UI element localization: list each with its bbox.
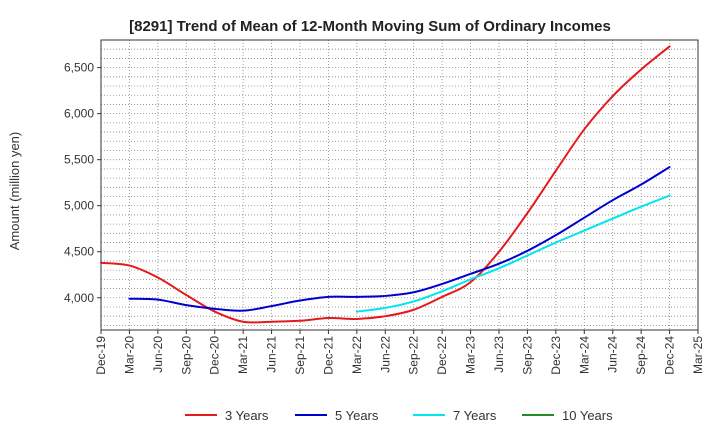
series-lines bbox=[100, 45, 671, 324]
x-tick-label: Dec-24 bbox=[663, 336, 677, 375]
legend-item-10-years: 10 Years bbox=[522, 408, 613, 423]
x-tick-label: Sep-22 bbox=[407, 336, 421, 375]
x-tick-label: Dec-23 bbox=[549, 336, 563, 375]
y-tick-label: 6,500 bbox=[64, 61, 94, 75]
y-axis: 4,000 4,500 5,000 5,500 6,000 6,500 bbox=[64, 61, 101, 305]
x-tick-label: Sep-23 bbox=[520, 336, 534, 375]
series-line-7-years bbox=[355, 194, 671, 313]
legend-label: 10 Years bbox=[562, 408, 613, 423]
y-tick-label: 5,500 bbox=[64, 153, 94, 167]
x-tick-label: Sep-24 bbox=[634, 336, 648, 375]
plot-frame bbox=[100, 39, 699, 331]
x-tick-label: Mar-25 bbox=[691, 336, 705, 374]
y-tick-label: 5,000 bbox=[64, 199, 94, 213]
x-tick-label: Mar-23 bbox=[464, 336, 478, 374]
x-tick-label: Dec-22 bbox=[435, 336, 449, 375]
x-axis: Dec-19 Mar-20 Jun-20 Sep-20 Dec-20 Mar-21 Jun-… bbox=[94, 330, 705, 375]
y-tick-label: 6,000 bbox=[64, 107, 94, 121]
series-line-5-years bbox=[128, 166, 671, 312]
legend-item-5-years: 5 Years bbox=[295, 408, 379, 423]
legend: 3 Years 5 Years 7 Years 10 Years bbox=[185, 408, 613, 423]
legend-label: 7 Years bbox=[453, 408, 497, 423]
x-tick-label: Dec-21 bbox=[321, 336, 335, 375]
series-line-3-years bbox=[100, 45, 671, 324]
x-tick-label: Mar-21 bbox=[236, 336, 250, 374]
x-tick-label: Jun-22 bbox=[378, 336, 392, 373]
x-tick-label: Dec-19 bbox=[94, 336, 108, 375]
gridlines bbox=[100, 39, 699, 330]
legend-label: 5 Years bbox=[335, 408, 379, 423]
x-tick-label: Jun-23 bbox=[492, 336, 506, 373]
x-tick-label: Jun-24 bbox=[606, 336, 620, 373]
legend-item-7-years: 7 Years bbox=[413, 408, 497, 423]
x-tick-label: Mar-24 bbox=[577, 336, 591, 374]
y-tick-label: 4,000 bbox=[64, 291, 94, 305]
x-tick-label: Mar-22 bbox=[350, 336, 364, 374]
x-tick-label: Sep-20 bbox=[179, 336, 193, 375]
x-tick-label: Jun-20 bbox=[151, 336, 165, 373]
legend-label: 3 Years bbox=[225, 408, 269, 423]
x-tick-label: Dec-20 bbox=[208, 336, 222, 375]
legend-item-3-years: 3 Years bbox=[185, 408, 269, 423]
y-tick-label: 4,500 bbox=[64, 245, 94, 259]
x-tick-label: Sep-21 bbox=[293, 336, 307, 375]
plot-border bbox=[100, 39, 699, 331]
x-tick-label: Mar-20 bbox=[122, 336, 136, 374]
y-axis-label: Amount (million yen) bbox=[7, 132, 22, 251]
x-tick-label: Jun-21 bbox=[265, 336, 279, 373]
chart-title: [8291] Trend of Mean of 12-Month Moving … bbox=[129, 18, 611, 35]
